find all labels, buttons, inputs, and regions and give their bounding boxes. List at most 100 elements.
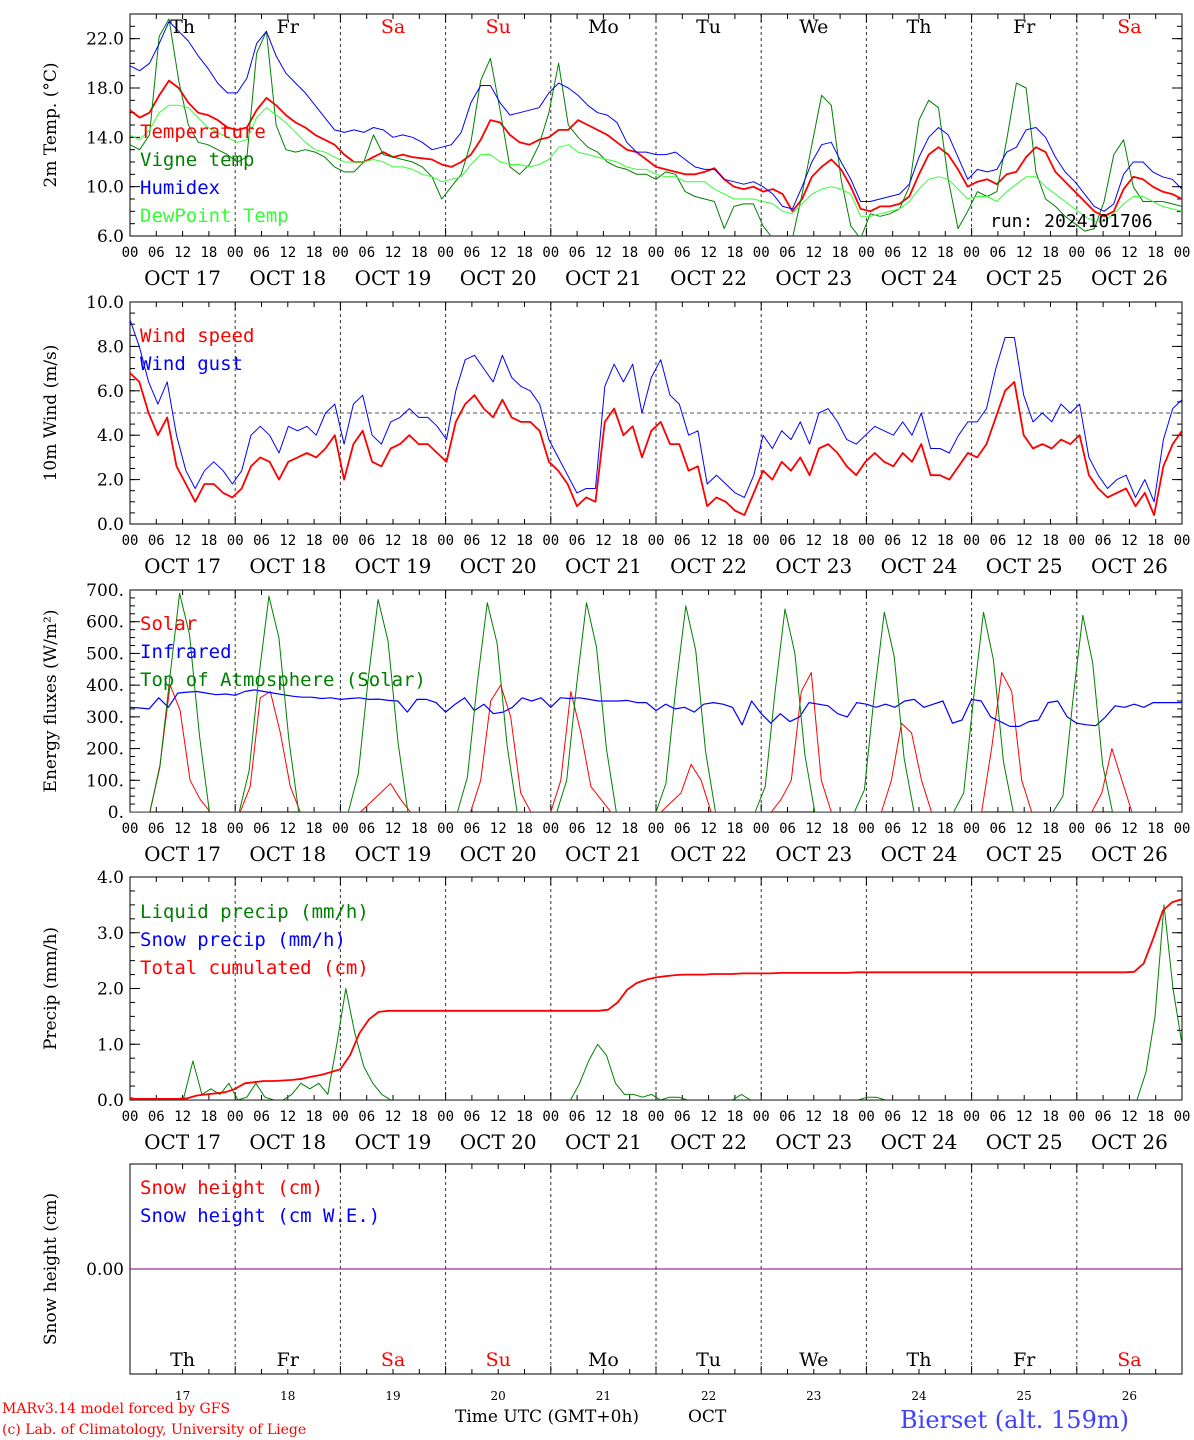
date-label: OCT 17 [144, 554, 221, 578]
legend-entry: Infrared [140, 641, 232, 663]
hour-tick-label: 00 [1174, 1109, 1191, 1125]
hour-tick-label: 06 [253, 533, 270, 549]
date-label: OCT 21 [565, 1130, 642, 1154]
hour-tick-label: 12 [1016, 245, 1033, 261]
hour-tick-label: 12 [911, 533, 928, 549]
weekday-label: We [799, 1349, 828, 1371]
date-label: OCT 24 [881, 1130, 958, 1154]
hour-tick-label: 06 [463, 821, 480, 837]
hour-tick-label: 06 [148, 821, 165, 837]
hour-tick-label: 18 [200, 821, 217, 837]
hour-tick-label: 12 [174, 1109, 191, 1125]
y-tick-label: 0.0 [97, 515, 124, 535]
hour-tick-label: 00 [437, 245, 454, 261]
hour-tick-label: 06 [358, 245, 375, 261]
date-label: OCT 24 [881, 266, 958, 290]
weekday-label: Sa [1117, 16, 1141, 38]
day-number-label: 22 [701, 1389, 716, 1403]
hour-tick-label: 12 [174, 245, 191, 261]
hour-tick-label: 12 [700, 245, 717, 261]
y-tick-label: 300. [86, 708, 124, 728]
hour-tick-label: 18 [1147, 245, 1164, 261]
footer-lab-label: (c) Lab. of Climatology, University of L… [2, 1422, 306, 1438]
date-label: OCT 23 [775, 266, 852, 290]
series-line-humidex [130, 20, 1182, 212]
legend-entry: Top of Atmosphere (Solar) [140, 669, 426, 691]
hour-tick-label: 18 [306, 533, 323, 549]
footer-time-label: Time UTC (GMT+0h) [455, 1407, 639, 1427]
hour-tick-label: 12 [700, 821, 717, 837]
hour-tick-label: 18 [621, 245, 638, 261]
hour-tick-label: 18 [306, 245, 323, 261]
hour-tick-label: 06 [358, 821, 375, 837]
legend-entry: Snow height (cm) [140, 1177, 323, 1199]
series-line-total-cumulated-cm [130, 898, 1182, 1100]
hour-tick-label: 06 [1095, 245, 1112, 261]
weekday-label: Th [907, 1349, 932, 1371]
date-label: OCT 20 [460, 1130, 537, 1154]
hour-tick-label: 12 [595, 533, 612, 549]
y-tick-label: 22.0 [86, 30, 124, 50]
date-label: OCT 19 [355, 266, 432, 290]
date-label: OCT 20 [460, 842, 537, 866]
weekday-label: Mo [588, 16, 619, 38]
hour-tick-label: 00 [332, 821, 349, 837]
hour-tick-label: 18 [516, 533, 533, 549]
hour-tick-label: 00 [858, 1109, 875, 1125]
hour-tick-label: 12 [911, 821, 928, 837]
date-label: OCT 20 [460, 554, 537, 578]
hour-tick-label: 06 [569, 1109, 586, 1125]
hour-tick-label: 18 [937, 821, 954, 837]
date-label: OCT 23 [775, 554, 852, 578]
hour-tick-label: 00 [648, 245, 665, 261]
date-label: OCT 25 [986, 266, 1063, 290]
panel-5: 0.00 Snow height (cm) Snow height (cm) Snow… [41, 1163, 1183, 1403]
hour-tick-label: 06 [253, 245, 270, 261]
weekday-label: Sa [381, 16, 405, 38]
y-tick-label: 0.00 [86, 1260, 124, 1280]
hour-tick-label: 18 [200, 245, 217, 261]
hour-tick-label: 18 [937, 1109, 954, 1125]
hour-tick-label: 06 [148, 533, 165, 549]
hour-tick-label: 18 [726, 1109, 743, 1125]
hour-tick-label: 00 [1068, 821, 1085, 837]
date-label: OCT 17 [144, 842, 221, 866]
hour-tick-label: 12 [805, 245, 822, 261]
day-number-label: 26 [1122, 1389, 1137, 1403]
date-label: OCT 18 [249, 842, 326, 866]
hour-tick-label: 00 [227, 245, 244, 261]
hour-tick-label: 00 [858, 821, 875, 837]
hour-tick-label: 06 [674, 533, 691, 549]
hour-tick-label: 00 [963, 533, 980, 549]
hour-tick-label: 06 [989, 821, 1006, 837]
weekday-label: Th [170, 1349, 195, 1371]
series-line-liquid-precip-mm-h [130, 904, 1182, 1100]
hour-tick-label: 06 [1095, 1109, 1112, 1125]
date-label: OCT 22 [670, 842, 747, 866]
hour-tick-label: 18 [832, 821, 849, 837]
hour-tick-label: 06 [569, 533, 586, 549]
date-label: OCT 25 [986, 1130, 1063, 1154]
hour-tick-label: 00 [227, 533, 244, 549]
date-label: OCT 19 [355, 842, 432, 866]
hour-tick-label: 18 [1147, 821, 1164, 837]
hour-tick-label: 06 [148, 245, 165, 261]
series-group [130, 898, 1182, 1100]
hour-tick-label: 00 [542, 533, 559, 549]
hour-tick-label: 12 [700, 533, 717, 549]
weekday-label: Fr [277, 16, 300, 38]
hour-tick-label: 00 [753, 245, 770, 261]
date-label: OCT 25 [986, 554, 1063, 578]
y-tick-label: 3.0 [97, 924, 124, 944]
date-label: OCT 23 [775, 1130, 852, 1154]
series-line-infrared [130, 689, 1182, 728]
legend-entry: Solar [140, 613, 197, 635]
hour-tick-label: 18 [621, 533, 638, 549]
date-label: OCT 24 [881, 842, 958, 866]
hour-tick-label: 18 [1042, 1109, 1059, 1125]
series-line-wind-speed [130, 372, 1182, 516]
hour-tick-label: 12 [595, 245, 612, 261]
hour-tick-label: 06 [989, 1109, 1006, 1125]
series-line-vigne-temp [130, 18, 1182, 236]
